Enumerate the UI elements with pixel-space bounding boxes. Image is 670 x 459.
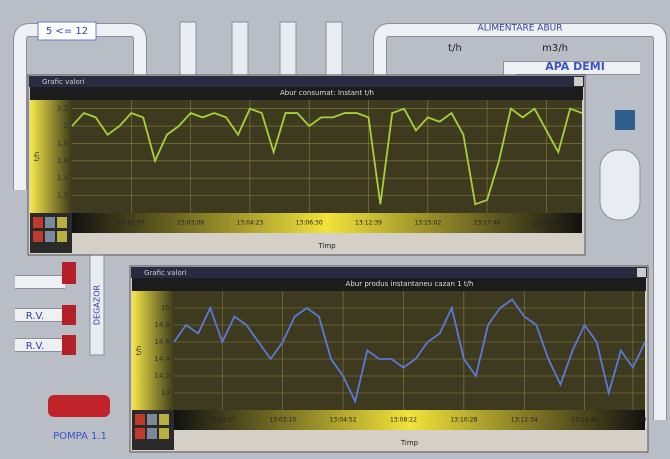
y-tick-label: 14,6 — [154, 338, 170, 346]
tool-button[interactable] — [45, 217, 55, 228]
tool-button[interactable] — [147, 414, 157, 425]
y-tick-label: 15 — [161, 304, 170, 312]
window-title-bar — [131, 267, 647, 278]
x-tick-label: 13:01:37 — [209, 417, 236, 424]
x-tick-label: 13:01:57 — [118, 220, 145, 227]
close-button[interactable] — [574, 77, 583, 86]
x-tick-label: 13:03:08 — [177, 220, 204, 227]
tool-button[interactable] — [135, 428, 145, 439]
close-button[interactable] — [637, 268, 646, 277]
pump-label: POMPA 1.1 — [53, 431, 107, 442]
x-tick-label: 13:19:30 — [533, 220, 560, 227]
time-bar — [72, 213, 582, 233]
x-tick-label: 13:04:23 — [236, 220, 263, 227]
tool-button[interactable] — [135, 414, 145, 425]
x-tick-label: 13:17:46 — [474, 220, 501, 227]
plot-area — [174, 291, 645, 410]
y-tick-label: 14,2 — [154, 372, 170, 380]
tool-button[interactable] — [159, 428, 169, 439]
y-axis-label: t/h — [33, 152, 41, 162]
y-tick-label: 1,4 — [57, 174, 69, 182]
scada-screen: 5 <= 12 ALIMENTARE ABUR t/h m3/h APA DEM… — [0, 0, 670, 455]
window-title: Grafic valori — [144, 269, 187, 277]
window-title: Grafic valori — [42, 78, 85, 86]
x-tick-label: 13:03:10 — [269, 417, 296, 424]
x-tick-label: 13:06:30 — [296, 220, 323, 227]
tool-button[interactable] — [57, 217, 67, 228]
valve-label: R.V. — [26, 341, 45, 352]
x-tick-label: 13:12:39 — [355, 220, 382, 227]
x-tick-label: 13:10:28 — [450, 417, 477, 424]
x-axis-label: Timp — [317, 242, 336, 250]
y-tick-label: 1,8 — [57, 139, 68, 147]
x-tick-label: 13:08:22 — [390, 417, 417, 424]
tool-button[interactable] — [33, 217, 43, 228]
water-label: APA DEMI — [545, 60, 605, 73]
unit-flow: t/h — [448, 43, 462, 54]
y-tick-label: 14,4 — [154, 355, 170, 363]
y-tick-label: 2,2 — [57, 105, 68, 113]
window-title-bar — [29, 76, 584, 87]
tank-label: DEGAZOR — [93, 284, 102, 325]
tool-button[interactable] — [159, 414, 169, 425]
tool-button[interactable] — [33, 231, 43, 242]
y-tick-label: 2 — [64, 122, 68, 130]
x-tick-label: 13:12:34 — [511, 417, 538, 424]
limit-label: 5 <= 12 — [46, 26, 88, 37]
x-tick-label: 13:14:40 — [571, 417, 598, 424]
y-tick-label: 1,6 — [57, 157, 69, 165]
tool-button[interactable] — [57, 231, 67, 242]
valve-label: R.V. — [26, 311, 45, 322]
tool-button[interactable] — [45, 231, 55, 242]
steam-header: ALIMENTARE ABUR — [478, 24, 563, 34]
chart-title: Abur produs instantaneu cazan 1 t/h — [346, 280, 474, 288]
y-tick-label: 1,2 — [57, 192, 68, 200]
x-tick-label: 13:15:02 — [414, 220, 441, 227]
chart-title: Abur consumat: Instant t/h — [280, 89, 374, 97]
tool-button[interactable] — [147, 428, 157, 439]
y-tick-label: 14 — [161, 389, 170, 397]
y-axis-label: t/h — [135, 346, 143, 356]
unit-volume: m3/h — [542, 43, 568, 54]
x-axis-label: Timp — [400, 439, 419, 447]
y-tick-label: 14,8 — [154, 321, 170, 329]
x-tick-label: 13:04:52 — [330, 417, 357, 424]
x-tick-label: 13:16:20 — [619, 417, 646, 424]
